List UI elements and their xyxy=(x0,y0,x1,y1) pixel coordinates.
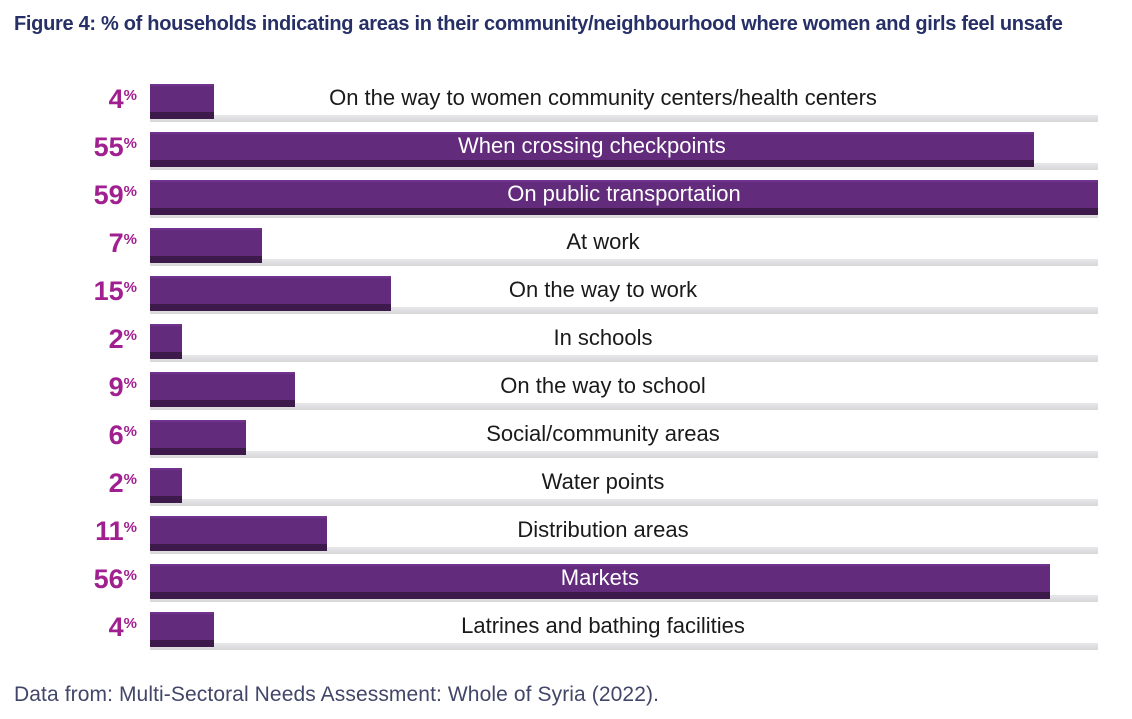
category-label-on-bar: When crossing checkpoints xyxy=(457,133,726,158)
value-number: 4 xyxy=(108,84,124,114)
chart-row: 55% When crossing checkpoints xyxy=(0,132,1098,170)
category-label: In schools xyxy=(553,325,653,350)
bar-track xyxy=(150,499,1098,506)
bar-track-area: Social/community areas xyxy=(150,420,1098,458)
bar-chart: 4% On the way to women community centers… xyxy=(0,84,1098,650)
bar-track xyxy=(150,403,1098,410)
value-number: 2 xyxy=(108,324,124,354)
bar-track xyxy=(150,355,1098,362)
value-label: 59% xyxy=(0,180,150,218)
chart-row: 2% In schools xyxy=(0,324,1098,362)
value-number: 15 xyxy=(93,276,124,306)
value-number: 56 xyxy=(93,564,124,594)
percent-sign: % xyxy=(123,231,137,248)
bar xyxy=(150,276,392,311)
bar-track xyxy=(150,643,1098,650)
chart-row: 7% At work xyxy=(0,228,1098,266)
bar: When crossing checkpoints xyxy=(150,132,1034,167)
bar xyxy=(150,324,183,359)
value-number: 7 xyxy=(108,228,124,258)
bar-track-area: At work xyxy=(150,228,1098,266)
source-note: Data from: Multi-Sectoral Needs Assessme… xyxy=(14,683,660,706)
bar-track-area: Markets xyxy=(150,564,1098,602)
bar-track-area: On the way to women community centers/he… xyxy=(150,84,1098,122)
percent-sign: % xyxy=(123,567,137,584)
category-label: Water points xyxy=(541,469,665,494)
percent-sign: % xyxy=(123,471,137,488)
chart-row: 6% Social/community areas xyxy=(0,420,1098,458)
chart-row: 9% On the way to school xyxy=(0,372,1098,410)
chart-row: 15% On the way to work xyxy=(0,276,1098,314)
bar-track-area: In schools xyxy=(150,324,1098,362)
bar-track-area: On public transportation xyxy=(150,180,1098,218)
value-number: 2 xyxy=(108,468,124,498)
bar xyxy=(150,612,215,647)
bar xyxy=(150,516,327,551)
bar-track-area: On the way to school xyxy=(150,372,1098,410)
value-label: 7% xyxy=(0,228,150,266)
value-number: 6 xyxy=(108,420,124,450)
value-label: 4% xyxy=(0,84,150,122)
bar xyxy=(150,468,183,503)
value-label: 6% xyxy=(0,420,150,458)
bar xyxy=(150,420,247,455)
value-label: 56% xyxy=(0,564,150,602)
percent-sign: % xyxy=(123,327,137,344)
value-label: 2% xyxy=(0,468,150,506)
value-number: 59 xyxy=(93,180,124,210)
bar-track xyxy=(150,259,1098,266)
bar-track xyxy=(150,547,1098,554)
category-label: Social/community areas xyxy=(486,421,720,446)
percent-sign: % xyxy=(123,183,137,200)
bar-track-area: Distribution areas xyxy=(150,516,1098,554)
chart-row: 59% On public transportation xyxy=(0,180,1098,218)
bar-track-area: When crossing checkpoints xyxy=(150,132,1098,170)
percent-sign: % xyxy=(123,519,137,536)
value-label: 4% xyxy=(0,612,150,650)
percent-sign: % xyxy=(123,87,137,104)
category-label-on-bar: On public transportation xyxy=(507,181,741,206)
bar-track xyxy=(150,115,1098,122)
bar xyxy=(150,372,295,407)
value-label: 55% xyxy=(0,132,150,170)
category-label-on-bar: Markets xyxy=(560,565,640,590)
percent-sign: % xyxy=(123,423,137,440)
bar xyxy=(150,84,215,119)
bar-track-area: On the way to work xyxy=(150,276,1098,314)
category-label: On the way to women community centers/he… xyxy=(329,85,877,110)
chart-row: 2% Water points xyxy=(0,468,1098,506)
value-number: 55 xyxy=(93,132,124,162)
bar-track-area: Water points xyxy=(150,468,1098,506)
value-label: 15% xyxy=(0,276,150,314)
category-label: Latrines and bathing facilities xyxy=(461,613,745,638)
value-label: 2% xyxy=(0,324,150,362)
value-label: 9% xyxy=(0,372,150,410)
value-number: 9 xyxy=(108,372,124,402)
bar-track xyxy=(150,451,1098,458)
value-label: 11% xyxy=(0,516,150,554)
value-number: 4 xyxy=(108,612,124,642)
chart-row: 4% On the way to women community centers… xyxy=(0,84,1098,122)
bar-track xyxy=(150,307,1098,314)
percent-sign: % xyxy=(123,279,137,296)
percent-sign: % xyxy=(123,135,137,152)
value-number: 11 xyxy=(95,516,124,546)
chart-row: 4% Latrines and bathing facilities xyxy=(0,612,1098,650)
bar: Markets xyxy=(150,564,1050,599)
bar: On public transportation xyxy=(150,180,1098,215)
chart-row: 11% Distribution areas xyxy=(0,516,1098,554)
figure-title: Figure 4: % of households indicating are… xyxy=(14,13,1063,35)
chart-row: 56% Markets xyxy=(0,564,1098,602)
percent-sign: % xyxy=(123,615,137,632)
bar xyxy=(150,228,263,263)
bar-track-area: Latrines and bathing facilities xyxy=(150,612,1098,650)
percent-sign: % xyxy=(123,375,137,392)
